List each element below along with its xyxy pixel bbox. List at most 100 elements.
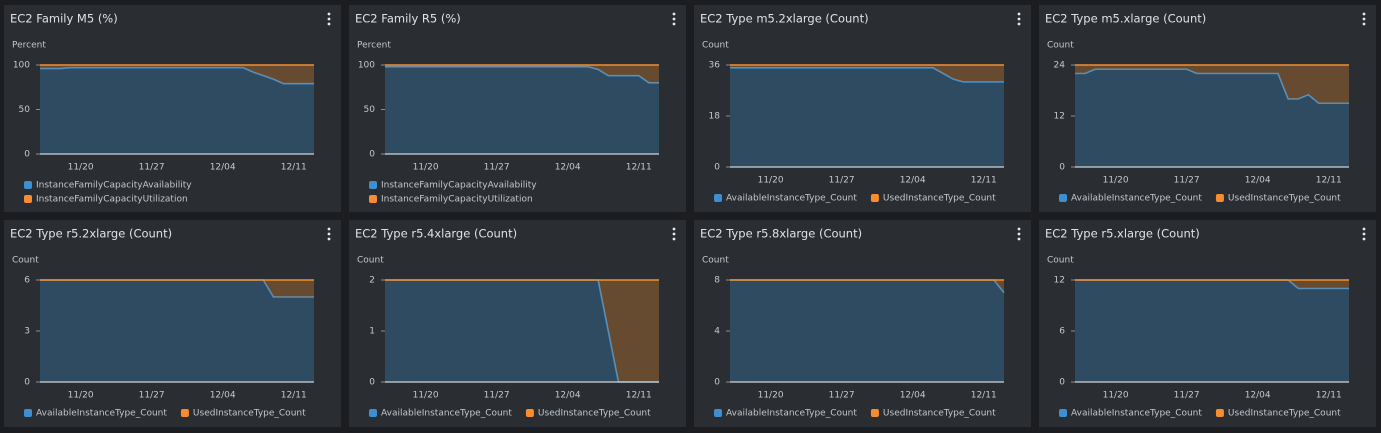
legend-label[interactable]: InstanceFamilyCapacityAvailability bbox=[36, 181, 192, 191]
x-tick-label: 11/20 bbox=[413, 163, 439, 173]
widget-panel: EC2 Type r5.8xlarge (Count) Count 0 4 8 11/20… bbox=[694, 220, 1031, 427]
menu-dot[interactable] bbox=[1362, 12, 1366, 16]
menu-dot[interactable] bbox=[1362, 17, 1366, 21]
menu-dot[interactable] bbox=[1362, 232, 1366, 236]
menu-dot[interactable] bbox=[327, 237, 331, 241]
area-fill bbox=[730, 280, 1004, 382]
series-line bbox=[40, 66, 314, 85]
widget-menu[interactable] bbox=[672, 227, 676, 241]
menu-dot[interactable] bbox=[1017, 22, 1021, 26]
menu-dot[interactable] bbox=[1017, 232, 1021, 236]
legend-swatch[interactable] bbox=[180, 409, 189, 417]
x-tick-label: 11/20 bbox=[413, 391, 439, 401]
legend-swatch[interactable] bbox=[24, 409, 32, 417]
legend-label[interactable]: UsedInstanceType_Count bbox=[193, 409, 306, 419]
chart: EC2 Type r5.xlarge (Count) Count 0 6 12 11/20… bbox=[1045, 227, 1366, 419]
y-tick-label: 2 bbox=[369, 276, 375, 286]
legend-swatch[interactable] bbox=[525, 409, 534, 417]
legend-swatch[interactable] bbox=[24, 181, 32, 189]
y-axis-label: Count bbox=[1047, 256, 1074, 266]
legend-label[interactable]: UsedInstanceType_Count bbox=[883, 409, 996, 419]
x-tick-label: 11/27 bbox=[484, 163, 510, 173]
x-tick-label: 12/11 bbox=[281, 391, 307, 401]
menu-dot[interactable] bbox=[672, 22, 676, 26]
menu-dot[interactable] bbox=[327, 22, 331, 26]
menu-dot[interactable] bbox=[672, 237, 676, 241]
y-tick-label: 12 bbox=[1054, 276, 1065, 286]
legend-label[interactable]: AvailableInstanceType_Count bbox=[726, 409, 857, 419]
menu-dot[interactable] bbox=[672, 17, 676, 21]
area-fill bbox=[40, 280, 314, 297]
legend-swatch[interactable] bbox=[1215, 194, 1224, 202]
legend-swatch[interactable] bbox=[870, 194, 879, 202]
legend-label[interactable]: AvailableInstanceType_Count bbox=[1071, 409, 1202, 419]
widget-menu[interactable] bbox=[1362, 227, 1366, 241]
menu-dot[interactable] bbox=[672, 232, 676, 236]
legend-swatch[interactable] bbox=[1059, 409, 1067, 417]
menu-dot[interactable] bbox=[1017, 237, 1021, 241]
y-tick-label: 0 bbox=[369, 150, 375, 160]
widget-menu[interactable] bbox=[1362, 12, 1366, 26]
menu-dot[interactable] bbox=[672, 227, 676, 231]
widget-menu[interactable] bbox=[327, 12, 331, 26]
chart-title: EC2 Type r5.xlarge (Count) bbox=[1045, 227, 1200, 241]
widget-menu[interactable] bbox=[1017, 12, 1021, 26]
area-fill bbox=[40, 280, 314, 382]
menu-dot[interactable] bbox=[1017, 17, 1021, 21]
legend-label[interactable]: AvailableInstanceType_Count bbox=[726, 194, 857, 204]
widget-panel: EC2 Type r5.4xlarge (Count) Count 0 1 2 11/20… bbox=[349, 220, 686, 427]
legend-label[interactable]: UsedInstanceType_Count bbox=[1228, 194, 1341, 204]
x-tick-label: 11/27 bbox=[484, 391, 510, 401]
menu-dot[interactable] bbox=[1362, 22, 1366, 26]
menu-dot[interactable] bbox=[1017, 12, 1021, 16]
legend-label[interactable]: InstanceFamilyCapacityUtilization bbox=[381, 195, 533, 205]
legend-label[interactable]: InstanceFamilyCapacityUtilization bbox=[36, 195, 188, 205]
legend-swatch[interactable] bbox=[714, 409, 722, 417]
x-tick-label: 11/20 bbox=[758, 391, 784, 401]
legend-swatch[interactable] bbox=[1215, 409, 1224, 417]
legend-label[interactable]: InstanceFamilyCapacityAvailability bbox=[381, 181, 537, 191]
widget-menu[interactable] bbox=[1017, 227, 1021, 241]
x-tick-label: 11/27 bbox=[829, 391, 855, 401]
area-fill bbox=[385, 65, 659, 83]
y-axis-label: Count bbox=[357, 256, 384, 266]
x-tick-label: 11/20 bbox=[1103, 391, 1129, 401]
menu-dot[interactable] bbox=[327, 227, 331, 231]
legend-label[interactable]: UsedInstanceType_Count bbox=[1228, 409, 1341, 419]
y-axis-label: Count bbox=[12, 256, 39, 266]
y-tick-label: 12 bbox=[1054, 112, 1065, 122]
menu-dot[interactable] bbox=[1017, 227, 1021, 231]
chart-title: EC2 Type r5.4xlarge (Count) bbox=[355, 227, 517, 241]
legend-label[interactable]: AvailableInstanceType_Count bbox=[381, 409, 512, 419]
menu-dot[interactable] bbox=[672, 12, 676, 16]
series-line bbox=[385, 65, 659, 84]
widget-menu[interactable] bbox=[327, 227, 331, 241]
legend-swatch[interactable] bbox=[1059, 194, 1067, 202]
widget-panel: EC2 Type m5.xlarge (Count) Count 0 12 24 11/2… bbox=[1039, 5, 1376, 212]
legend-swatch[interactable] bbox=[24, 195, 32, 203]
legend-swatch[interactable] bbox=[870, 409, 879, 417]
menu-dot[interactable] bbox=[327, 232, 331, 236]
menu-dot[interactable] bbox=[1362, 237, 1366, 241]
x-tick-label: 12/11 bbox=[626, 391, 652, 401]
legend-label[interactable]: UsedInstanceType_Count bbox=[883, 194, 996, 204]
legend-label[interactable]: AvailableInstanceType_Count bbox=[36, 409, 167, 419]
widget-panel: EC2 Type r5.2xlarge (Count) Count 0 3 6 11/20… bbox=[4, 220, 341, 427]
legend-swatch[interactable] bbox=[714, 194, 722, 202]
legend-swatch[interactable] bbox=[369, 195, 377, 203]
widget-menu[interactable] bbox=[672, 12, 676, 26]
menu-dot[interactable] bbox=[327, 17, 331, 21]
legend-label[interactable]: UsedInstanceType_Count bbox=[538, 409, 651, 419]
area-fill bbox=[40, 65, 314, 84]
menu-dot[interactable] bbox=[327, 12, 331, 16]
legend-swatch[interactable] bbox=[369, 181, 377, 189]
menu-dot[interactable] bbox=[1362, 227, 1366, 231]
legend-swatch[interactable] bbox=[369, 409, 377, 417]
legend-label[interactable]: AvailableInstanceType_Count bbox=[1071, 194, 1202, 204]
y-tick-label: 8 bbox=[714, 276, 720, 286]
area-fill bbox=[40, 67, 314, 154]
y-axis-label: Count bbox=[1047, 41, 1074, 51]
y-tick-label: 0 bbox=[24, 378, 30, 388]
chart: EC2 Family M5 (%) Percent 0 50 100 11/20 11/27… bbox=[10, 12, 331, 205]
y-tick-label: 50 bbox=[364, 105, 376, 115]
